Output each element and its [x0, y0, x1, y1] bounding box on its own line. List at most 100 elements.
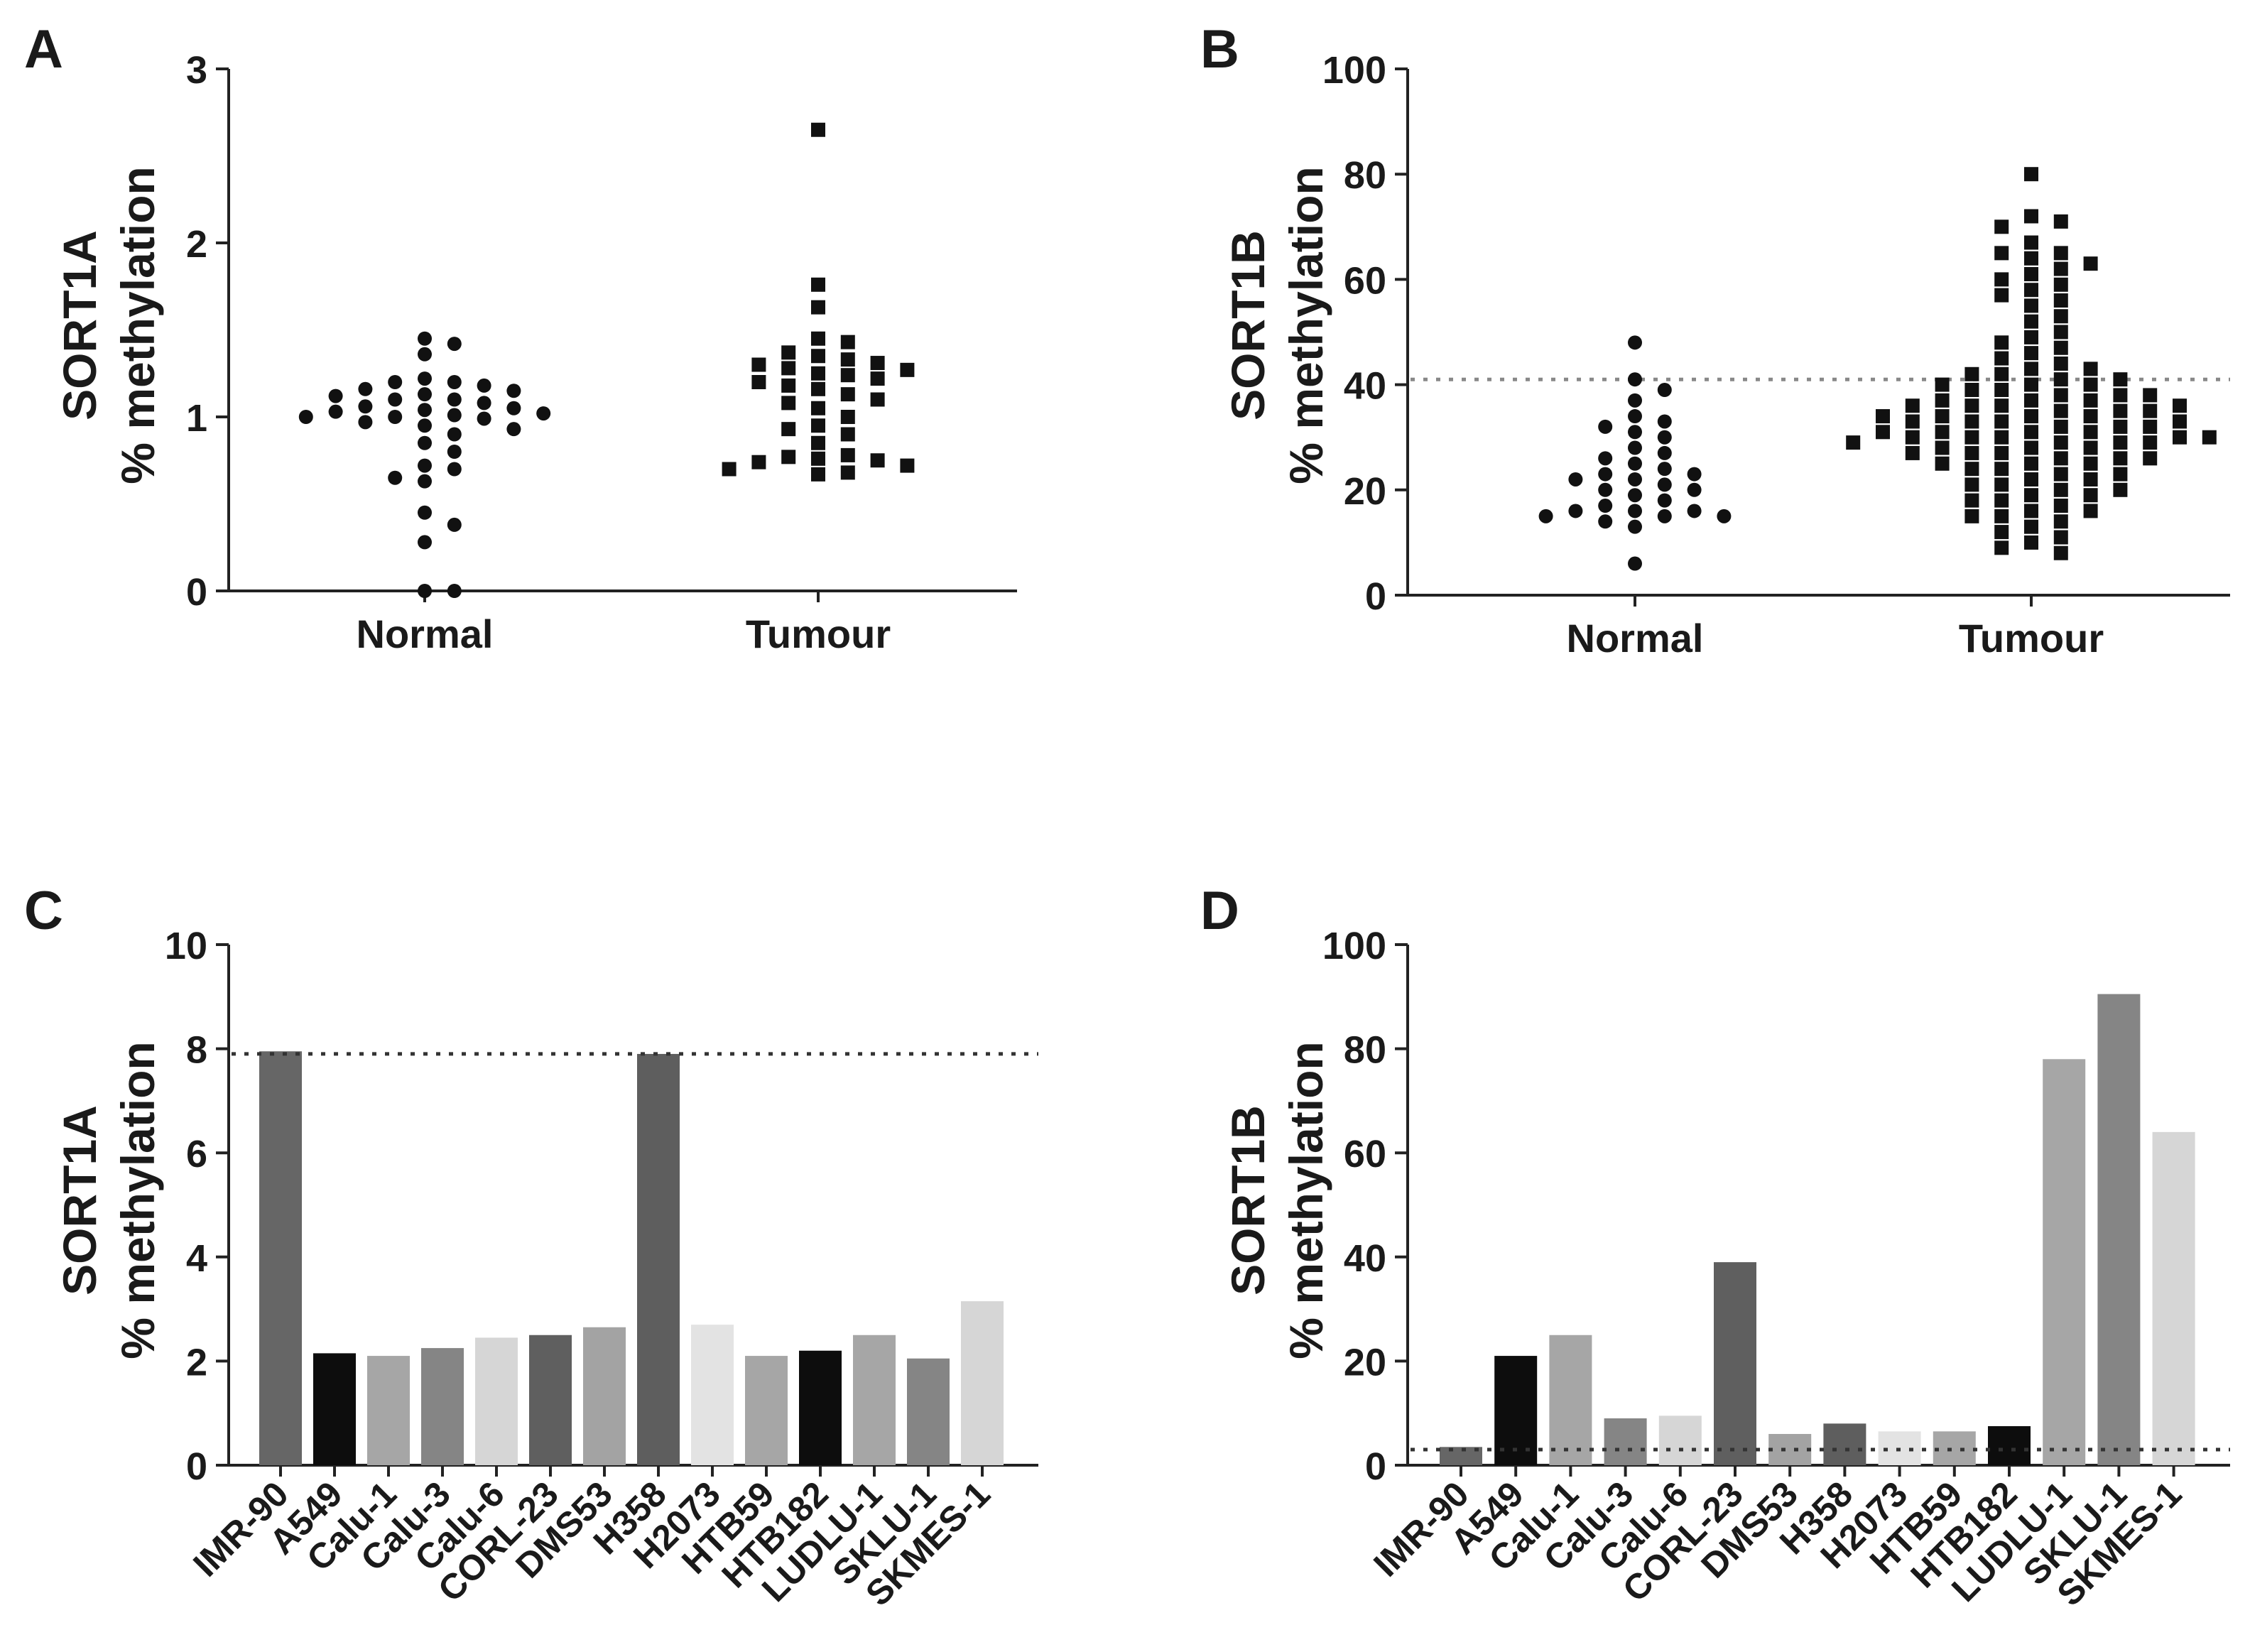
data-point-b: [2024, 362, 2038, 376]
data-point-b: [1964, 414, 1979, 429]
data-point-b: [2113, 419, 2128, 434]
data-point-b: [1935, 393, 1950, 408]
data-point-b: [1905, 414, 1920, 429]
data-point-b: [1964, 398, 1979, 413]
y-tick-label-d: 20: [1344, 1341, 1386, 1384]
data-point-b: [2024, 314, 2038, 329]
bar-c: [313, 1353, 356, 1465]
data-point-b: [2083, 456, 2098, 471]
bar-c: [475, 1337, 518, 1465]
data-point-a: [840, 447, 855, 462]
data-point-a: [298, 410, 313, 424]
data-point-a: [418, 435, 432, 450]
data-point-b: [2053, 246, 2068, 261]
data-point-b: [1717, 509, 1732, 523]
panel-a: A SORT1A % methylation 0 1 2 3 Normal Tumour: [24, 19, 1017, 656]
data-point-b: [1628, 393, 1642, 408]
data-point-b: [1905, 398, 1920, 413]
y-tick-label-c: 6: [186, 1133, 207, 1175]
bar-d: [2043, 1059, 2086, 1465]
plot-b: 0 20 40 60 80 100 Normal Tumour: [1322, 49, 2230, 661]
data-point-b: [1994, 398, 2009, 413]
data-point-a: [418, 458, 432, 473]
data-point-a: [447, 392, 462, 407]
data-point-b: [2024, 488, 2038, 503]
bar-d: [1604, 1418, 1647, 1465]
data-point-b: [2083, 409, 2098, 424]
data-point-a: [781, 396, 796, 411]
data-point-b: [2143, 403, 2158, 418]
data-point-a: [358, 381, 373, 396]
x-tick-label-b: Tumour: [1959, 616, 2104, 661]
data-point-b: [2083, 393, 2098, 408]
data-point-b: [2083, 472, 2098, 487]
data-point-b: [2024, 330, 2038, 344]
panel-d: D SORT1B % methylation 020406080100IMR-9…: [1200, 881, 2230, 1614]
x-tick-label-a: Normal: [357, 612, 494, 656]
data-point-b: [2173, 430, 2187, 445]
data-point-b: [1994, 509, 2009, 523]
y-tick-label-d: 100: [1322, 925, 1386, 967]
x-tick-label-b: Normal: [1567, 616, 1704, 661]
data-point-a: [900, 458, 915, 473]
data-point-b: [1628, 488, 1642, 503]
data-point-b: [1687, 482, 1702, 497]
ylabel-b-line1: SORT1B: [1222, 230, 1274, 420]
data-point-b: [1846, 435, 1861, 450]
data-point-b: [2024, 266, 2038, 281]
y-tick-label-a: 3: [186, 49, 207, 92]
data-point-a: [781, 450, 796, 464]
y-tick-label-b: 80: [1344, 154, 1386, 197]
data-point-a: [358, 399, 373, 414]
data-point-b: [1568, 472, 1583, 487]
data-point-a: [722, 462, 737, 477]
data-point-a: [751, 375, 766, 389]
data-point-b: [2024, 425, 2038, 440]
y-tick-label-b: 0: [1365, 575, 1386, 618]
data-point-a: [388, 375, 403, 389]
bar-c: [745, 1356, 788, 1465]
data-point-a: [388, 470, 403, 485]
data-point-b: [1628, 425, 1642, 440]
y-tick-label-d: 0: [1365, 1445, 1386, 1488]
data-point-a: [751, 357, 766, 372]
ylabel-a-line2: % methylation: [112, 166, 164, 484]
data-point-b: [1905, 445, 1920, 460]
data-point-b: [2053, 435, 2068, 450]
data-point-b: [1876, 425, 1890, 440]
data-point-a: [781, 378, 796, 393]
data-point-b: [1657, 477, 1672, 492]
y-tick-label-a: 1: [186, 397, 207, 440]
data-point-b: [2113, 482, 2128, 497]
data-point-b: [1964, 509, 1979, 523]
data-point-b: [1657, 493, 1672, 508]
data-point-b: [1994, 383, 2009, 398]
plot-c: 0246810IMR-90A549Calu-1Calu-3Calu-6CORL-…: [165, 925, 1038, 1614]
data-point-a: [506, 422, 521, 437]
data-point-b: [2053, 530, 2068, 545]
data-point-b: [2083, 488, 2098, 503]
data-point-b: [1628, 472, 1642, 487]
data-point-b: [2024, 535, 2038, 550]
data-point-b: [2083, 440, 2098, 455]
data-point-a: [811, 122, 825, 137]
data-point-b: [2024, 519, 2038, 534]
bar-c: [691, 1325, 734, 1465]
data-point-b: [1935, 377, 1950, 392]
data-point-a: [840, 335, 855, 349]
bar-c: [907, 1358, 950, 1465]
data-point-a: [447, 375, 462, 389]
data-point-a: [751, 455, 766, 469]
data-point-b: [2083, 377, 2098, 392]
data-point-b: [1994, 351, 2009, 366]
bar-d: [1714, 1262, 1756, 1465]
data-point-b: [1994, 430, 2009, 445]
data-point-a: [781, 422, 796, 437]
data-point-b: [1935, 456, 1950, 471]
data-point-b: [1876, 409, 1890, 424]
data-point-a: [418, 418, 432, 433]
data-point-a: [418, 403, 432, 418]
bar-d: [1933, 1431, 1976, 1465]
bar-d: [1549, 1335, 1592, 1465]
